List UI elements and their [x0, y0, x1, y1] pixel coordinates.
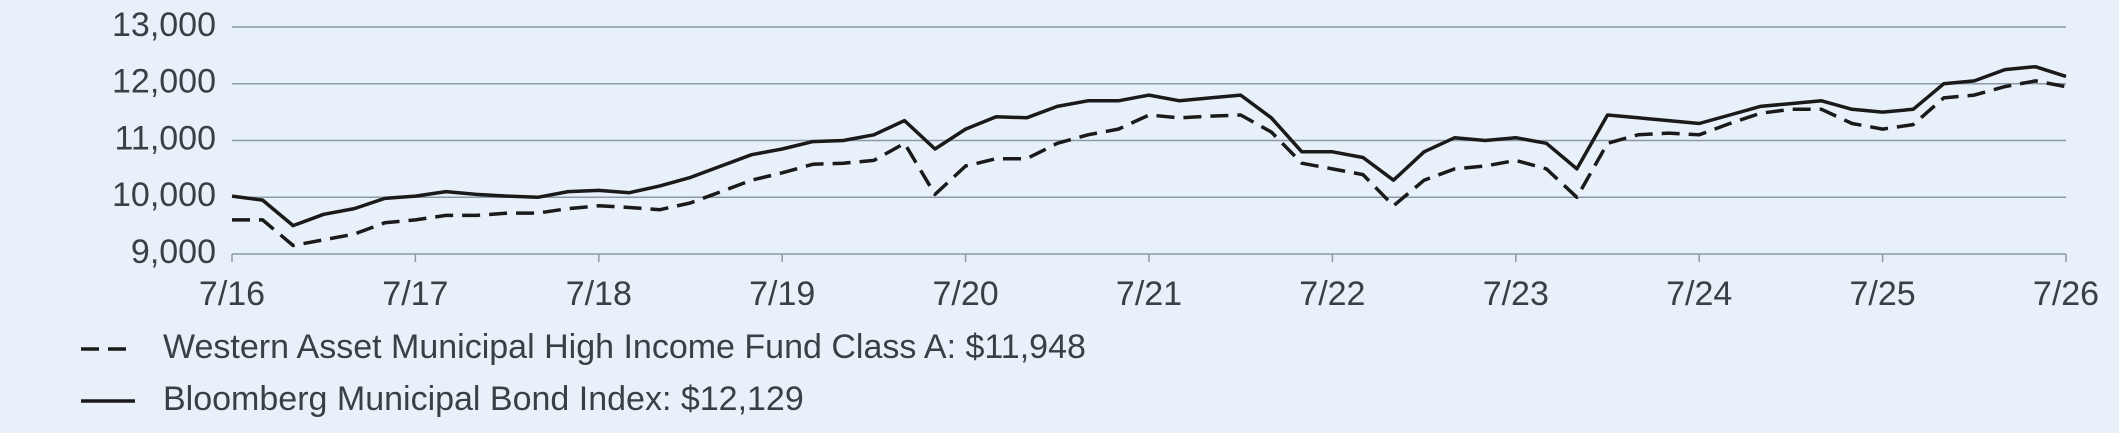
y-tick-label: 12,000 [112, 63, 216, 101]
x-tick-label: 7/20 [933, 275, 999, 313]
x-tick-label: 7/23 [1483, 275, 1549, 313]
legend-label: Western Asset Municipal High Income Fund… [163, 328, 1086, 366]
legend-label: Bloomberg Municipal Bond Index: $12,129 [163, 380, 804, 418]
series-line [231, 64, 2067, 228]
x-tick-label: 7/25 [1850, 275, 1916, 313]
x-tick-label: 7/26 [2033, 275, 2099, 313]
x-tick-label: 7/21 [1116, 275, 1182, 313]
x-tick-label: 7/24 [1666, 275, 1732, 313]
x-tick-label: 7/16 [199, 275, 265, 313]
series-line [232, 79, 2067, 248]
y-tick-label: 10,000 [112, 176, 216, 214]
x-tick-label: 7/19 [749, 275, 815, 313]
x-tick-label: 7/17 [382, 275, 448, 313]
y-tick-label: 13,000 [112, 6, 216, 44]
x-tick-label: 7/22 [1299, 275, 1365, 313]
y-tick-label: 9,000 [131, 233, 216, 271]
y-tick-label: 11,000 [115, 119, 216, 157]
x-tick-label: 7/18 [566, 275, 632, 313]
